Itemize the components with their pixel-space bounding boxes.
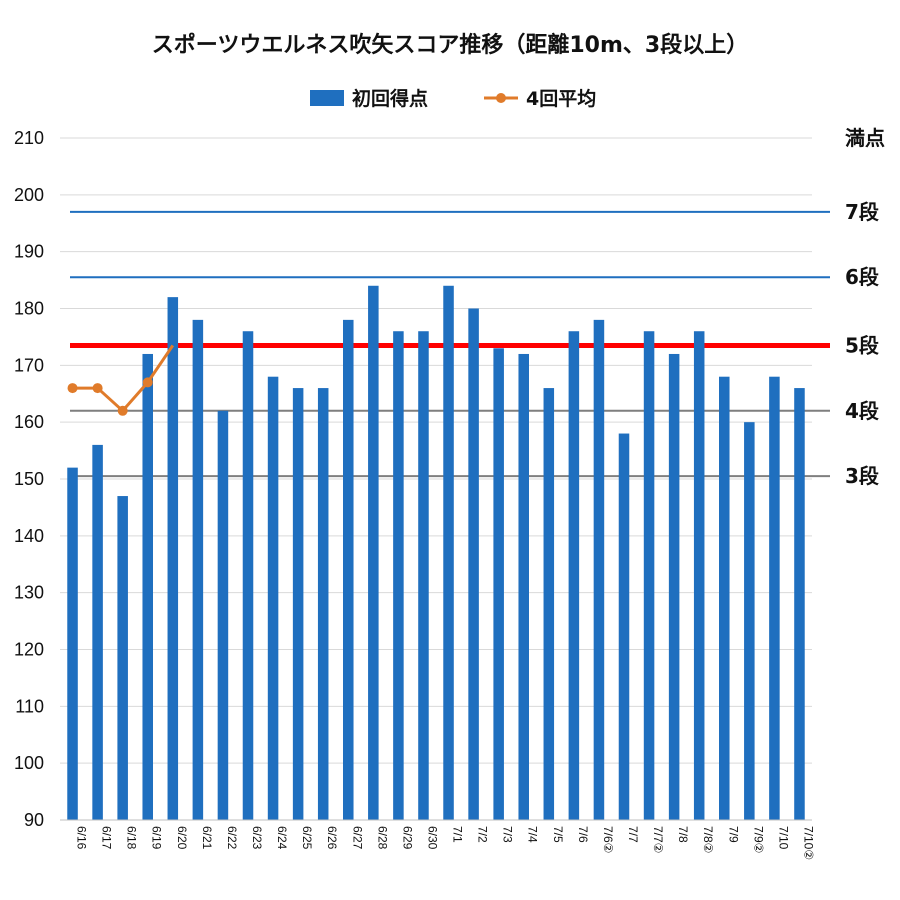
average-point bbox=[142, 377, 153, 388]
average-line bbox=[72, 344, 175, 413]
x-tick-label: 7/10② bbox=[801, 826, 815, 860]
bar bbox=[643, 331, 655, 820]
x-tick-label: 7/1 bbox=[451, 826, 465, 843]
average-point bbox=[92, 383, 103, 394]
y-tick-label: 160 bbox=[14, 412, 44, 432]
reference-label: 6段 bbox=[845, 265, 879, 289]
x-tick-label: 6/21 bbox=[200, 826, 214, 850]
x-tick-label: 6/20 bbox=[175, 826, 189, 850]
y-tick-label: 100 bbox=[14, 753, 44, 773]
bar bbox=[142, 353, 153, 820]
x-tick-label: 6/22 bbox=[225, 826, 239, 850]
x-tick-label: 6/27 bbox=[350, 826, 364, 850]
bar bbox=[343, 319, 354, 820]
bar bbox=[493, 348, 504, 820]
x-tick-label: 6/16 bbox=[75, 826, 89, 850]
legend-swatch-bar bbox=[310, 90, 344, 106]
reference-label: 満点 bbox=[845, 126, 885, 150]
bar bbox=[443, 285, 454, 820]
legend-label-line: 4回平均 bbox=[526, 87, 596, 110]
x-tick-label: 7/9 bbox=[726, 826, 740, 843]
bar bbox=[418, 331, 429, 820]
y-tick-label: 90 bbox=[24, 810, 44, 830]
legend-label-bar: 初回得点 bbox=[352, 87, 428, 110]
chart-title: スポーツウエルネス吹矢スコア推移（距離10m、3段以上） bbox=[152, 32, 748, 58]
bar bbox=[242, 331, 254, 820]
bar bbox=[744, 422, 755, 820]
legend-swatch-marker bbox=[496, 93, 506, 103]
average-line-series bbox=[67, 344, 175, 416]
y-tick-label: 210 bbox=[14, 128, 44, 148]
x-tick-label: 6/24 bbox=[275, 826, 289, 850]
reference-labels: 満点 7段 6段 5段 4段 3段 bbox=[845, 126, 885, 488]
bar bbox=[117, 496, 128, 820]
reference-label: 4段 bbox=[845, 399, 879, 423]
bar bbox=[693, 331, 705, 820]
bar bbox=[167, 297, 179, 821]
bar bbox=[192, 319, 204, 820]
bar bbox=[468, 308, 479, 820]
legend: 初回得点 4回平均 bbox=[310, 87, 596, 110]
x-tick-label: 6/29 bbox=[400, 826, 414, 850]
bar-series bbox=[67, 285, 805, 821]
bar bbox=[317, 388, 329, 820]
y-tick-label: 170 bbox=[14, 355, 44, 375]
x-tick-label: 6/30 bbox=[425, 826, 439, 850]
x-tick-label: 7/8② bbox=[701, 826, 715, 853]
x-axis: 6/16 6/17 6/18 6/19 6/20 6/21 6/22 6/23 6/24 6/25… bbox=[60, 819, 815, 860]
bar bbox=[543, 388, 555, 820]
y-tick-label: 130 bbox=[14, 583, 44, 603]
x-tick-label: 6/18 bbox=[125, 826, 139, 850]
bar bbox=[518, 353, 529, 820]
bar bbox=[217, 410, 229, 820]
reference-label: 5段 bbox=[845, 333, 879, 357]
x-tick-label: 6/25 bbox=[300, 826, 314, 850]
bar bbox=[368, 285, 379, 820]
bar bbox=[67, 467, 78, 820]
bar bbox=[593, 319, 605, 820]
y-axis: 90 100 110 120 130 140 150 160 170 180 190 200 210 bbox=[14, 128, 44, 830]
bar bbox=[292, 388, 304, 820]
reference-label: 3段 bbox=[845, 464, 879, 488]
x-tick-label: 6/17 bbox=[100, 826, 114, 850]
bar bbox=[668, 353, 680, 820]
y-tick-label: 150 bbox=[14, 469, 44, 489]
y-tick-label: 200 bbox=[14, 185, 44, 205]
y-tick-label: 120 bbox=[14, 640, 44, 660]
x-tick-label: 6/26 bbox=[325, 826, 339, 850]
y-tick-label: 140 bbox=[14, 526, 44, 546]
x-tick-label: 7/8 bbox=[676, 826, 690, 843]
bar bbox=[267, 376, 279, 820]
y-tick-label: 180 bbox=[14, 299, 44, 319]
bar bbox=[393, 331, 404, 820]
x-tick-label: 7/4 bbox=[526, 826, 540, 843]
reference-label: 7段 bbox=[845, 200, 879, 224]
x-tick-label: 7/6 bbox=[576, 826, 590, 843]
y-tick-label: 190 bbox=[14, 242, 44, 262]
average-point bbox=[117, 405, 128, 416]
x-tick-label: 6/23 bbox=[250, 826, 264, 850]
bar bbox=[769, 376, 780, 820]
x-tick-label: 6/28 bbox=[375, 826, 389, 850]
bar bbox=[92, 444, 103, 820]
x-tick-label: 7/10 bbox=[776, 826, 790, 850]
y-tick-label: 110 bbox=[15, 696, 44, 716]
x-tick-label: 7/2 bbox=[476, 826, 490, 843]
x-tick-label: 7/5 bbox=[551, 826, 565, 843]
x-tick-label: 7/6② bbox=[601, 826, 615, 853]
x-tick-label: 7/9② bbox=[751, 826, 765, 853]
x-tick-label: 7/7② bbox=[651, 826, 665, 853]
bar bbox=[618, 433, 630, 820]
x-tick-label: 6/19 bbox=[150, 826, 164, 850]
average-point bbox=[67, 383, 78, 394]
bar bbox=[794, 388, 805, 820]
gridlines bbox=[60, 137, 812, 821]
bar bbox=[568, 331, 580, 820]
x-tick-label: 7/7 bbox=[626, 826, 640, 843]
bar bbox=[719, 376, 730, 820]
x-tick-label: 7/3 bbox=[501, 826, 515, 843]
